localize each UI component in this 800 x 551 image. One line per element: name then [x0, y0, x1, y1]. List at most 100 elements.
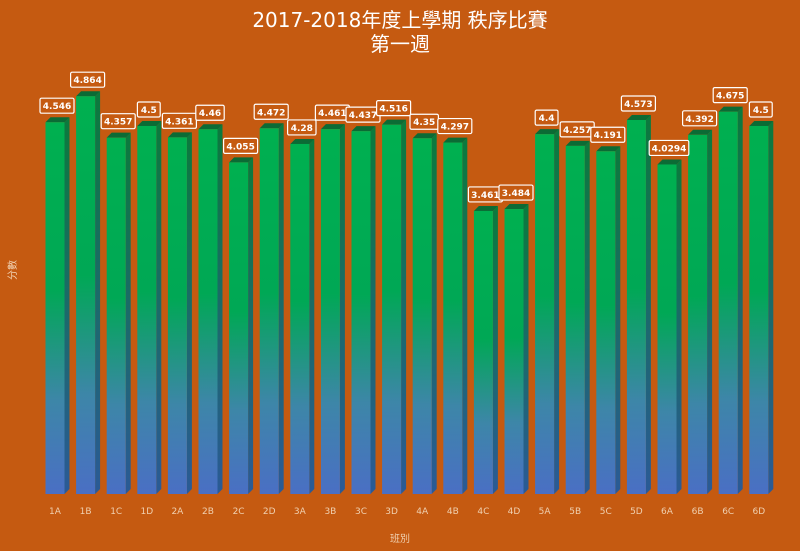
- data-label-text: 4.546: [43, 102, 71, 112]
- bar-front: [198, 129, 218, 494]
- bar-4A: [412, 133, 437, 494]
- x-tick-6D: 6D: [752, 507, 765, 517]
- x-tick-1A: 1A: [49, 507, 62, 517]
- bar-3C: [351, 126, 376, 494]
- data-label-6C: 4.675: [712, 87, 748, 104]
- data-label-text: 4.392: [685, 115, 713, 125]
- chart-title-line2: 第一週: [370, 32, 430, 56]
- bar-front: [320, 129, 340, 494]
- bar-top: [198, 124, 223, 130]
- data-label-box: [748, 101, 773, 118]
- bar-front: [137, 125, 157, 494]
- data-label-text: 4.516: [379, 105, 407, 115]
- data-label-3A: 4.28: [287, 119, 317, 136]
- data-label-6A: 4.0294: [648, 139, 690, 157]
- data-label-1B: 4.864: [69, 71, 106, 88]
- data-label-text: 4.0294: [652, 144, 687, 154]
- bar-top: [504, 204, 529, 210]
- x-tick-1B: 1B: [80, 507, 92, 517]
- bar-side: [186, 132, 192, 494]
- data-label-4D: 3.484: [498, 184, 534, 201]
- data-label-text: 4.5: [141, 106, 157, 116]
- bar-6B: [688, 129, 713, 495]
- bar-front: [688, 134, 708, 495]
- data-label-text: 4.864: [73, 76, 101, 86]
- bar-front: [626, 119, 646, 495]
- x-tick-5D: 5D: [630, 507, 643, 517]
- bar-top: [76, 91, 101, 97]
- x-tick-4A: 4A: [416, 507, 429, 517]
- x-tick-4D: 4D: [508, 507, 521, 517]
- bar-top: [657, 159, 682, 165]
- bar-front: [749, 125, 769, 494]
- bar-side: [125, 132, 131, 494]
- bar-front: [657, 164, 677, 494]
- bar-front: [229, 162, 249, 494]
- bar-side: [462, 137, 468, 494]
- bar-side: [64, 117, 70, 495]
- x-tick-2D: 2D: [263, 507, 276, 517]
- x-tick-2C: 2C: [233, 507, 245, 517]
- x-tick-2B: 2B: [202, 507, 214, 517]
- bar-side: [707, 129, 713, 495]
- bar-front: [443, 142, 463, 494]
- bar-top: [718, 106, 743, 112]
- bar-2A: [167, 132, 192, 494]
- bar-side: [523, 204, 529, 494]
- bar-side: [248, 157, 254, 494]
- x-tick-3D: 3D: [385, 507, 398, 517]
- x-axis-label: 班別: [390, 534, 410, 545]
- bar-3A: [290, 138, 315, 494]
- bar-top: [259, 123, 284, 129]
- data-label-text: 4.297: [441, 123, 469, 133]
- data-label-text: 4.4: [539, 114, 555, 124]
- data-label-1C: 4.357: [100, 113, 136, 130]
- data-label-text: 3.484: [502, 189, 530, 199]
- data-label-2D: 4.472: [253, 103, 289, 120]
- x-tick-5A: 5A: [539, 507, 552, 517]
- bar-5D: [626, 114, 651, 495]
- data-label-text: 4.46: [199, 109, 221, 119]
- data-label-text: 4.191: [594, 131, 622, 141]
- x-tick-1C: 1C: [110, 507, 122, 517]
- data-label-text: 4.461: [318, 109, 346, 119]
- bar-2B: [198, 124, 223, 494]
- bar-top: [443, 137, 468, 143]
- data-label-3D: 4.516: [376, 100, 412, 117]
- bar-side: [554, 129, 560, 494]
- bar-front: [718, 111, 738, 495]
- data-label-5B: 4.257: [559, 121, 595, 138]
- bar-1C: [106, 132, 131, 494]
- chart-title-line1: 2017-2018年度上學期 秩序比賽: [252, 8, 548, 32]
- bar-side: [370, 126, 376, 494]
- bar-side: [339, 124, 345, 494]
- bar-side: [492, 205, 498, 494]
- data-label-box: [39, 97, 75, 114]
- x-tick-4C: 4C: [477, 507, 489, 517]
- bar-top: [749, 120, 774, 126]
- bar-6D: [749, 120, 774, 494]
- bar-side: [156, 120, 162, 494]
- data-label-box: [648, 139, 690, 157]
- bar-front: [259, 128, 279, 495]
- chart-title: 2017-2018年度上學期 秩序比賽 第一週: [0, 8, 800, 56]
- data-label-text: 4.573: [624, 100, 652, 110]
- data-label-box: [287, 119, 317, 136]
- data-label-5D: 4.573: [620, 95, 657, 112]
- data-label-box: [534, 109, 559, 126]
- bar-front: [290, 143, 310, 494]
- data-label-box: [100, 113, 136, 130]
- bar-top: [137, 120, 162, 126]
- data-label-1A: 4.546: [39, 97, 75, 114]
- bar-front: [45, 122, 65, 495]
- bar-side: [768, 120, 774, 494]
- bar-top: [351, 126, 376, 132]
- bar-3B: [320, 124, 345, 494]
- data-label-text: 4.257: [563, 126, 591, 136]
- bar-side: [401, 119, 407, 494]
- data-label-text: 4.357: [104, 118, 132, 128]
- data-label-4B: 4.297: [437, 117, 473, 135]
- y-axis-label: 分數: [8, 260, 19, 280]
- bar-5A: [535, 129, 560, 494]
